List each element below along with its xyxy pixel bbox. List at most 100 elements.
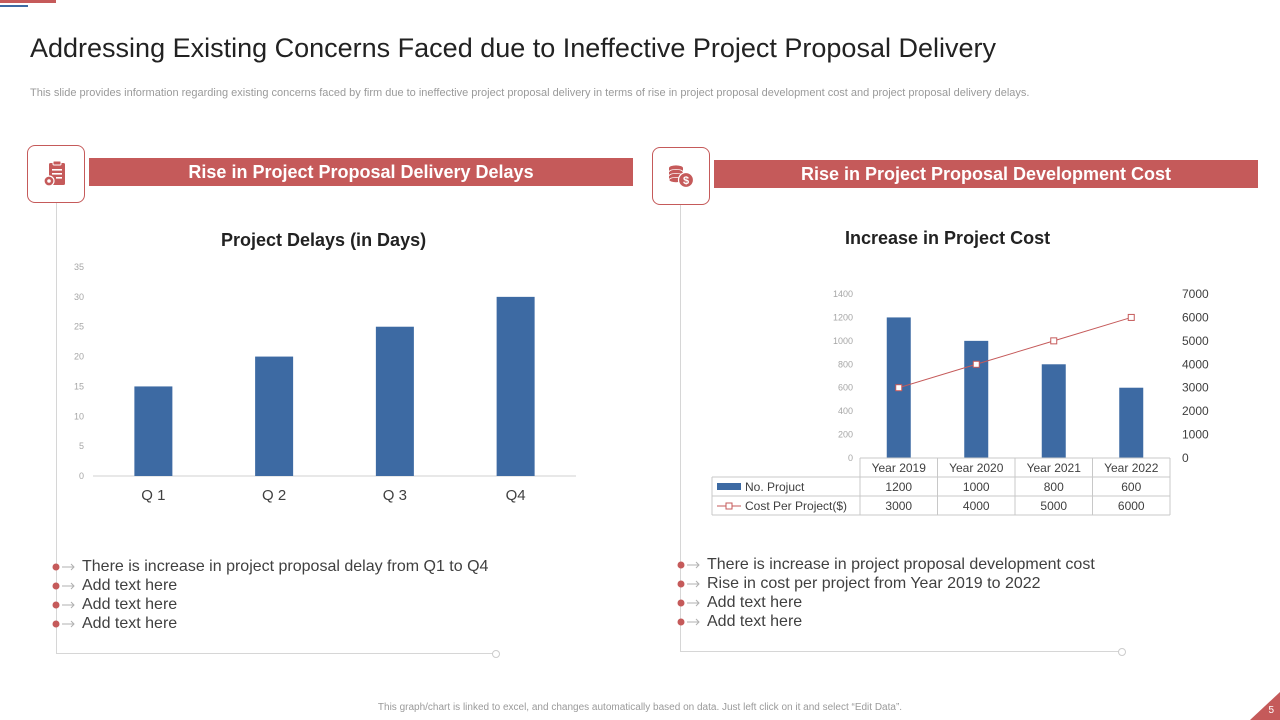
y-tick-label: 25 [74,322,84,332]
y-right-tick-label: 4000 [1182,357,1209,371]
bar [1041,364,1066,458]
category-label: Year 2020 [949,461,1004,475]
legend-line-label: Cost Per Project($) [745,499,847,513]
category-label: Year 2022 [1104,461,1159,475]
y-tick-label: 5 [79,441,84,451]
y-right-tick-label: 2000 [1182,404,1209,418]
cost-combo-chart: 0 200 400 600 800 1000 1200 1400 0 1000 2000 3000 40… [711,287,1209,516]
page-subtitle: This slide provides information regardin… [30,87,1030,99]
left-chart-title: Project Delays (in Days) [221,230,427,250]
bar [134,386,173,476]
line-point [1050,337,1058,345]
bullet-text: Add text here [82,577,178,594]
y-right-tick-label: 3000 [1182,381,1209,395]
x-tick-label: Q 3 [383,487,407,504]
y-left-tick-label: 400 [838,406,853,416]
bullet-arrow-icon [52,620,75,628]
left-panel-end-dot [492,650,500,658]
list-item: Add text here [52,576,488,595]
list-item: Add text here [52,614,488,633]
list-item: Rise in cost per project from Year 2019 … [677,574,1095,593]
cost-line-series [898,316,1132,389]
left-bullet-list: There is increase in project proposal de… [52,557,488,633]
clipboard-gear-icon [43,160,65,187]
y-left-tick-label: 1200 [833,312,853,322]
line-point [1127,313,1135,321]
bullet-text: Add text here [707,594,803,611]
bullet-arrow-icon [677,580,700,588]
footnote: This graph/chart is linked to excel, and… [377,702,903,713]
y-left-tick-label: 1000 [833,336,853,346]
svg-text:$: $ [683,175,689,187]
table-cell-projects: 1200 [885,480,912,494]
bullet-arrow-icon [677,599,700,607]
bullet-arrow-icon [52,563,75,571]
line-point [895,384,903,392]
bullet-arrow-icon [677,618,700,626]
bullet-text: Add text here [82,596,178,613]
y-left-tick-label: 600 [838,383,853,393]
x-tick-label: Q 1 [141,487,165,504]
y-tick-label: 20 [74,352,84,362]
top-accent-red [0,0,56,3]
table-cell-projects: 600 [1121,480,1141,494]
table-cell-cost: 4000 [963,499,990,513]
y-right-tick-label: 1000 [1182,428,1209,442]
y-tick-label: 10 [74,411,84,421]
list-item: Add text here [677,612,1095,631]
y-right-tick-label: 6000 [1182,310,1209,324]
page-number: 5 [1268,705,1274,716]
bar [375,326,414,476]
x-tick-label: Q 2 [262,487,286,504]
y-left-tick-label: 200 [838,430,853,440]
legend-line-marker [725,502,733,510]
y-right-tick-label: 0 [1182,451,1189,465]
left-panel-border-horizontal [56,653,494,654]
page-title: Addressing Existing Concerns Faced due t… [30,33,996,63]
y-tick-label: 15 [74,381,84,391]
coins-dollar-icon: $ [668,165,695,189]
table-cell-cost: 3000 [885,499,912,513]
table-cell-cost: 6000 [1118,499,1145,513]
y-left-tick-label: 0 [848,453,853,463]
legend-bar-label: No. Projuct [745,480,805,494]
page-number-badge: 5 [1250,692,1280,720]
y-left-tick-label: 800 [838,359,853,369]
bullet-arrow-icon [677,561,700,569]
y-tick-label: 35 [74,262,84,272]
bullet-text: Rise in cost per project from Year 2019 … [707,575,1041,592]
right-panel-end-dot [1118,648,1126,656]
legend-bar-key [717,483,741,490]
y-left-tick-label: 1400 [833,289,853,299]
list-item: There is increase in project proposal de… [52,557,488,576]
category-label: Year 2021 [1027,461,1082,475]
table-cell-cost: 5000 [1040,499,1067,513]
list-item: Add text here [52,595,488,614]
bar [1119,387,1144,458]
bullet-arrow-icon [52,582,75,590]
right-icon-box: $ [652,147,710,205]
bullet-text: Add text here [707,613,803,630]
delays-bar-chart: 0 5 10 15 20 25 30 35 Q 1 Q 2 Q 3 Q4 [74,262,576,504]
right-panel-border-horizontal [680,651,1120,652]
list-item: There is increase in project proposal de… [677,555,1095,574]
right-banner: Rise in Project Proposal Development Cos… [714,160,1258,188]
top-accent-blue [0,5,28,7]
bullet-text: There is increase in project proposal de… [707,556,1095,573]
left-panel-border-vertical [56,203,57,653]
right-chart-title: Increase in Project Cost [845,228,1051,248]
list-item: Add text here [677,593,1095,612]
bullet-arrow-icon [52,601,75,609]
right-panel-border-vertical [680,205,681,651]
y-tick-label: 0 [79,471,84,481]
left-icon-box [27,145,85,203]
y-tick-label: 30 [74,292,84,302]
x-tick-label: Q4 [506,487,526,504]
category-label: Year 2019 [872,461,927,475]
y-right-tick-label: 7000 [1182,287,1209,301]
y-right-tick-label: 5000 [1182,334,1209,348]
right-bullet-list: There is increase in project proposal de… [677,555,1095,631]
line-point [972,360,980,368]
left-banner: Rise in Project Proposal Delivery Delays [89,158,633,186]
bar [964,340,989,458]
